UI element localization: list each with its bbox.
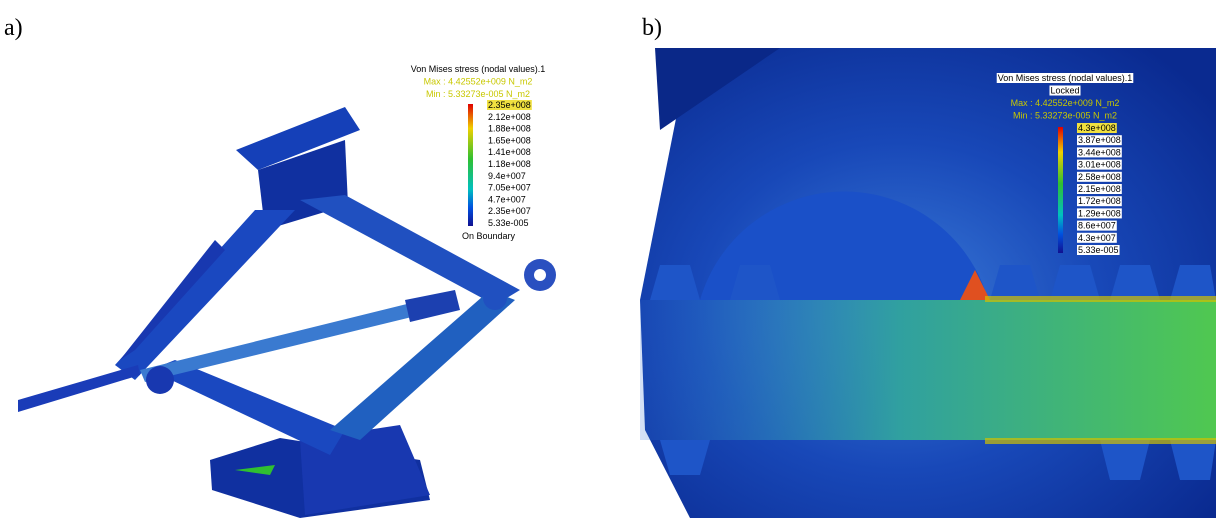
color-bar — [468, 104, 473, 226]
legend-min: Min : 5.33273e-005 N_m2 — [1013, 111, 1117, 121]
legend-value: 4.3e+008 — [1078, 123, 1116, 133]
legend-value: 2.12e+008 — [488, 112, 531, 122]
panel-label: a) — [4, 15, 23, 41]
legend-value: 1.72e+008 — [1078, 196, 1121, 206]
text-box — [1077, 135, 1122, 146]
text-box — [1077, 220, 1117, 231]
legend-value: 1.29e+008 — [1078, 208, 1121, 218]
legend-value: 1.41e+008 — [488, 147, 531, 157]
text-box — [1077, 196, 1122, 207]
legend-value: 3.44e+008 — [1078, 147, 1121, 157]
legend-value: 4.3e+007 — [1078, 233, 1116, 243]
legend-value: 2.35e+007 — [488, 206, 531, 216]
legend-min: Min : 5.33273e-005 N_m2 — [426, 89, 530, 99]
legend-value: 9.4e+007 — [488, 171, 526, 181]
legends: Von Mises stress (nodal values).1 Max : 4… — [411, 64, 1134, 255]
legend-value: 4.7e+007 — [488, 194, 526, 204]
jack-model — [18, 107, 556, 518]
legend-value: 5.33e-005 — [488, 218, 529, 228]
legend-status: Locked — [1050, 86, 1079, 96]
legend-value: 1.18e+008 — [488, 159, 531, 169]
legend-value: 3.01e+008 — [1078, 160, 1121, 170]
legend-value: 1.65e+008 — [488, 135, 531, 145]
text-box — [1077, 159, 1122, 170]
legend-value: 2.58e+008 — [1078, 172, 1121, 182]
panel-label: b) — [642, 15, 662, 41]
legend-max: Max : 4.42552e+009 N_m2 — [1011, 98, 1120, 108]
legend-value: 7.05e+007 — [488, 183, 531, 193]
legend-value: 2.15e+008 — [1078, 184, 1121, 194]
legend-footer: On Boundary — [462, 231, 516, 241]
text-box — [1077, 123, 1117, 133]
text-box — [1077, 232, 1117, 243]
color-bar — [1058, 127, 1063, 253]
text-box — [996, 73, 1134, 83]
legend-title: Von Mises stress (nodal values).1 — [998, 73, 1133, 83]
gear-model — [640, 48, 1216, 518]
text-box — [1077, 147, 1122, 158]
legend-value: 3.87e+008 — [1078, 135, 1121, 145]
legend-value: 1.88e+008 — [488, 124, 531, 134]
text-box — [1077, 208, 1122, 219]
text-box — [1077, 184, 1122, 194]
legend-value: 2.35e+008 — [488, 100, 531, 110]
text-box — [1077, 171, 1122, 182]
text-box — [1049, 85, 1081, 96]
legend-title: Von Mises stress (nodal values).1 — [411, 64, 546, 74]
text-box — [1077, 245, 1120, 255]
legend-max: Max : 4.42552e+009 N_m2 — [424, 77, 533, 87]
text-box — [487, 100, 532, 110]
legend-value: 5.33e-005 — [1078, 245, 1119, 255]
legend-value: 8.6e+007 — [1078, 221, 1116, 231]
